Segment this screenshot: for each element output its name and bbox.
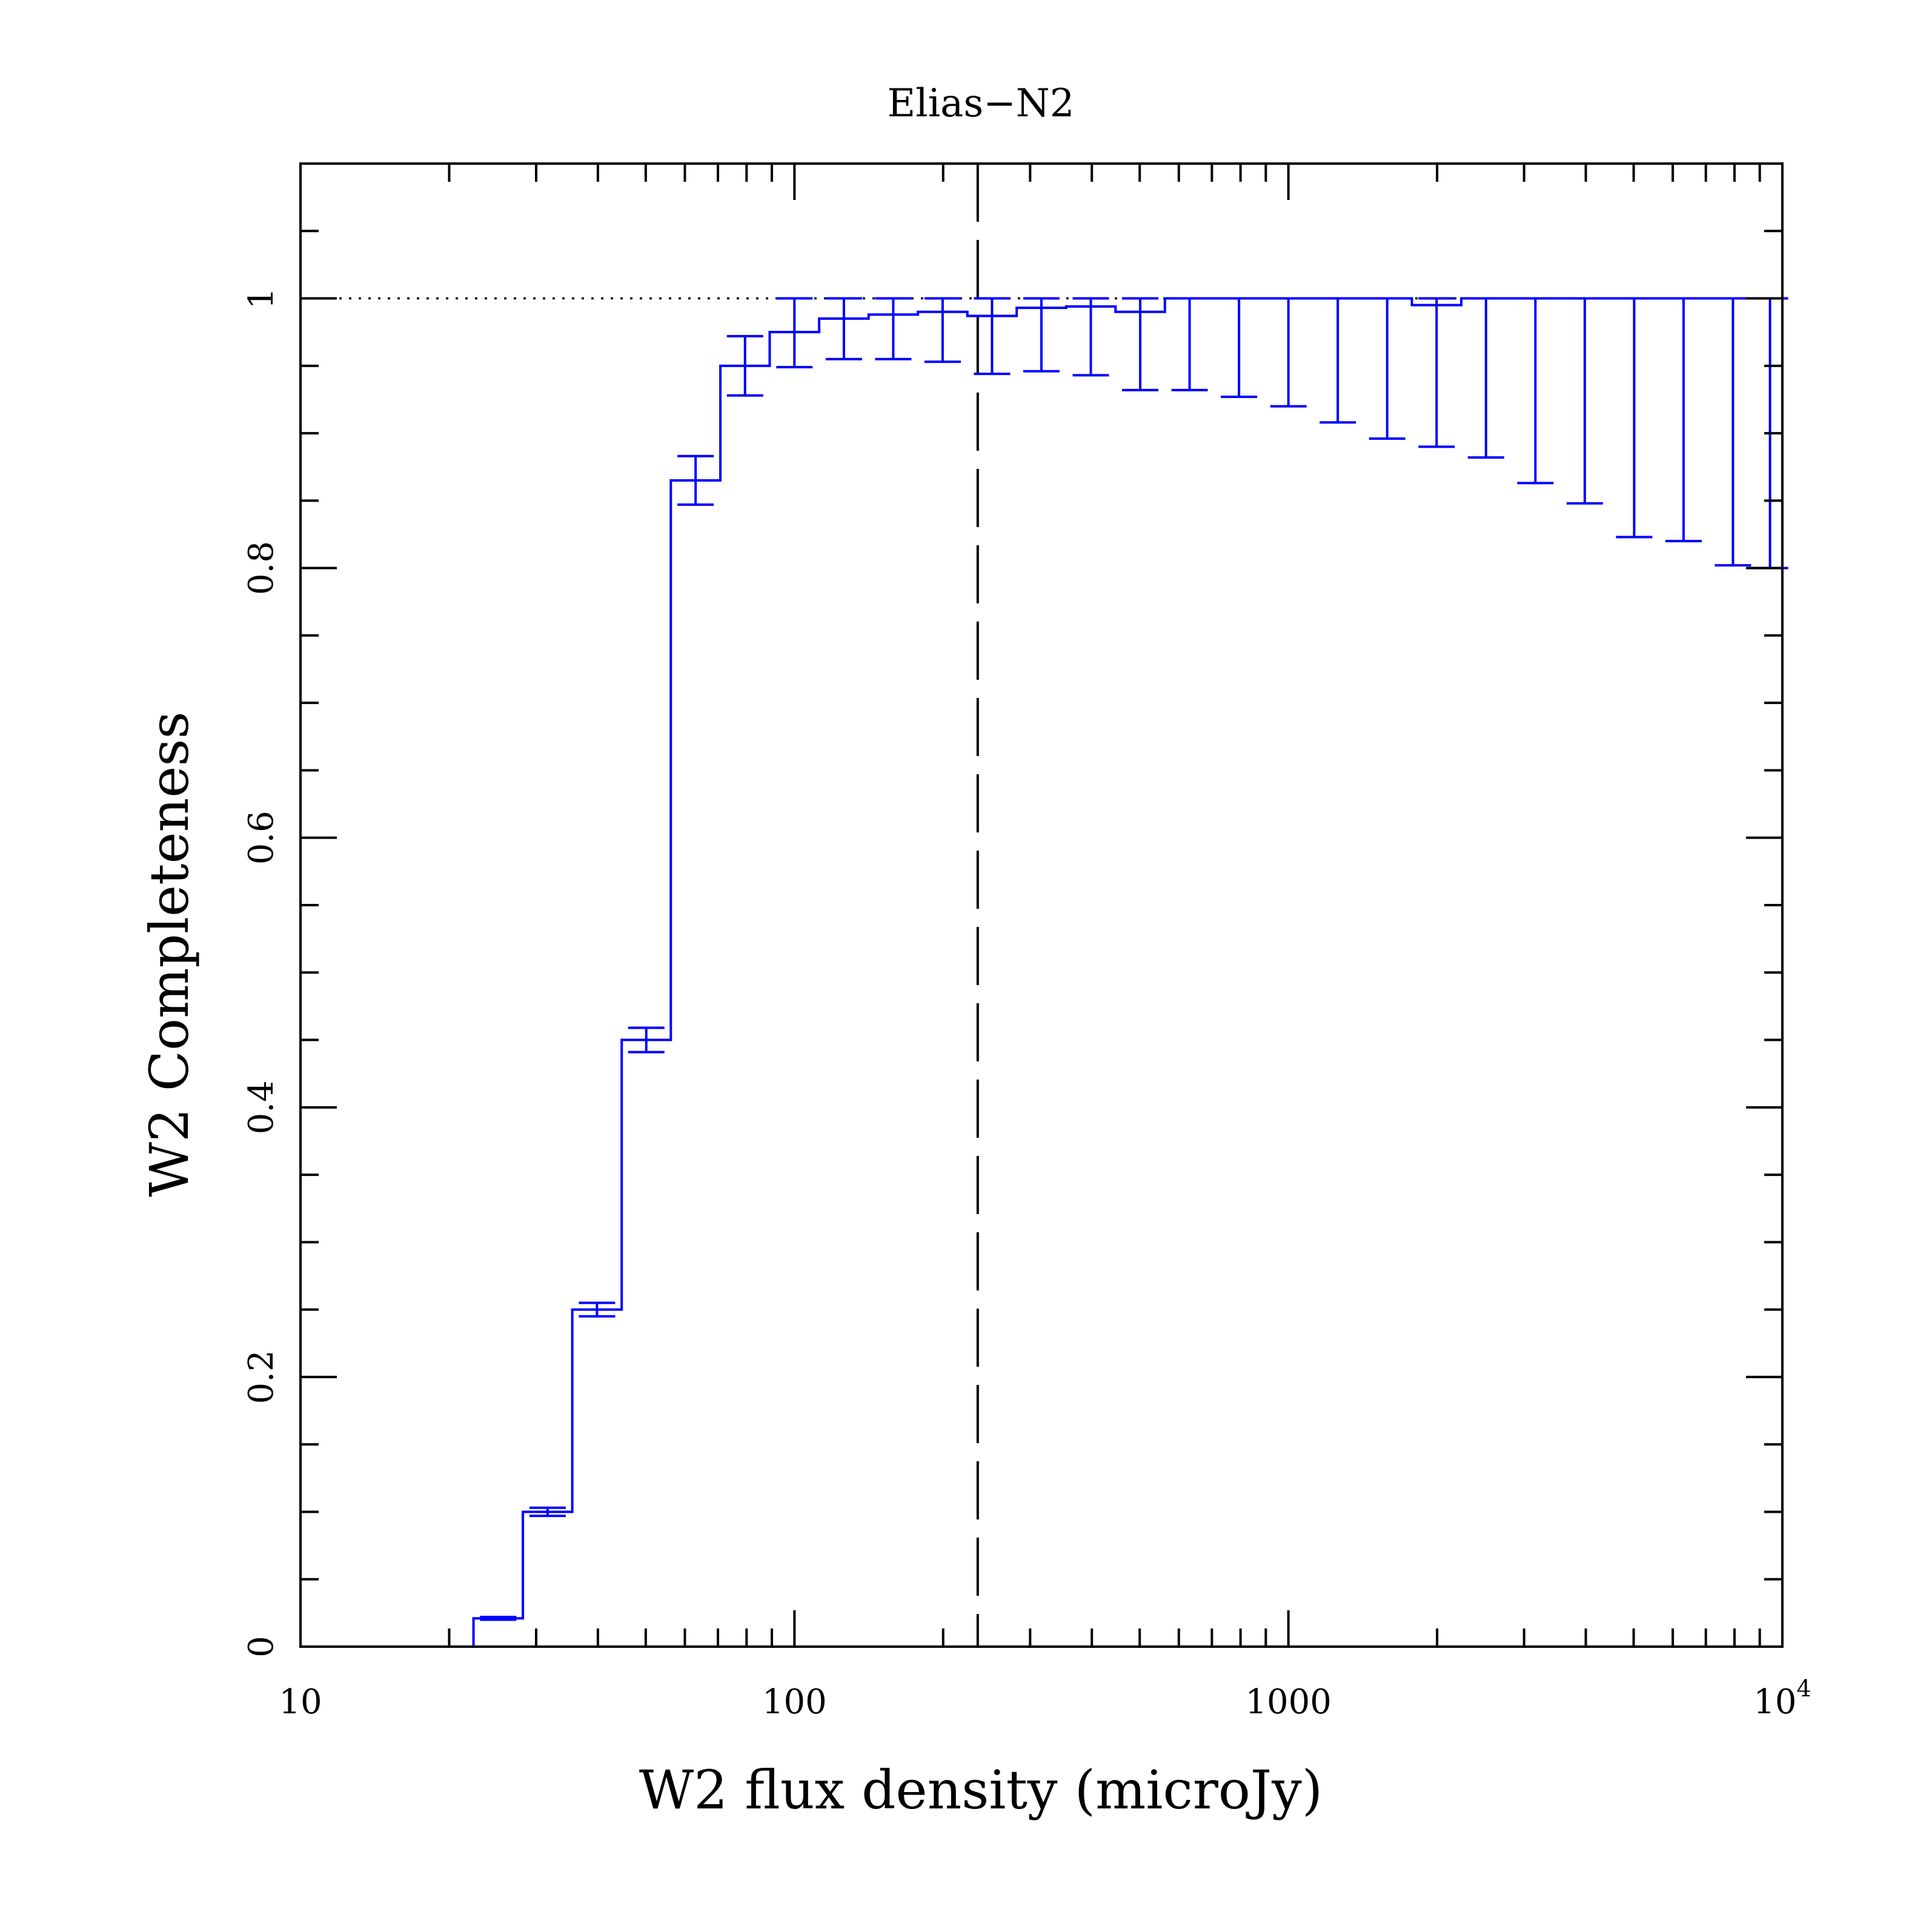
y-tick-label: 0 bbox=[242, 1636, 281, 1658]
y-tick-label: 0.2 bbox=[242, 1350, 281, 1404]
y-tick-label: 1 bbox=[242, 288, 281, 310]
y-tick-label: 0.4 bbox=[242, 1080, 281, 1134]
histogram-steps bbox=[300, 297, 1784, 1648]
x-tick-label: 1000 bbox=[1245, 1682, 1332, 1722]
chart-title: Elias−N2 bbox=[888, 81, 1075, 126]
y-tick-label: 0.6 bbox=[242, 811, 281, 865]
x-axis-label: W2 flux density (microJy) bbox=[639, 1759, 1323, 1821]
plot-frame bbox=[299, 162, 1784, 1648]
x-tick-label: 10 bbox=[279, 1682, 322, 1722]
y-tick-label: 0.8 bbox=[242, 541, 281, 595]
x-tick-label: 100 bbox=[762, 1682, 827, 1722]
x-tick-label: 104 bbox=[1753, 1675, 1811, 1722]
y-axis-label: W2 Completeness bbox=[138, 711, 201, 1197]
